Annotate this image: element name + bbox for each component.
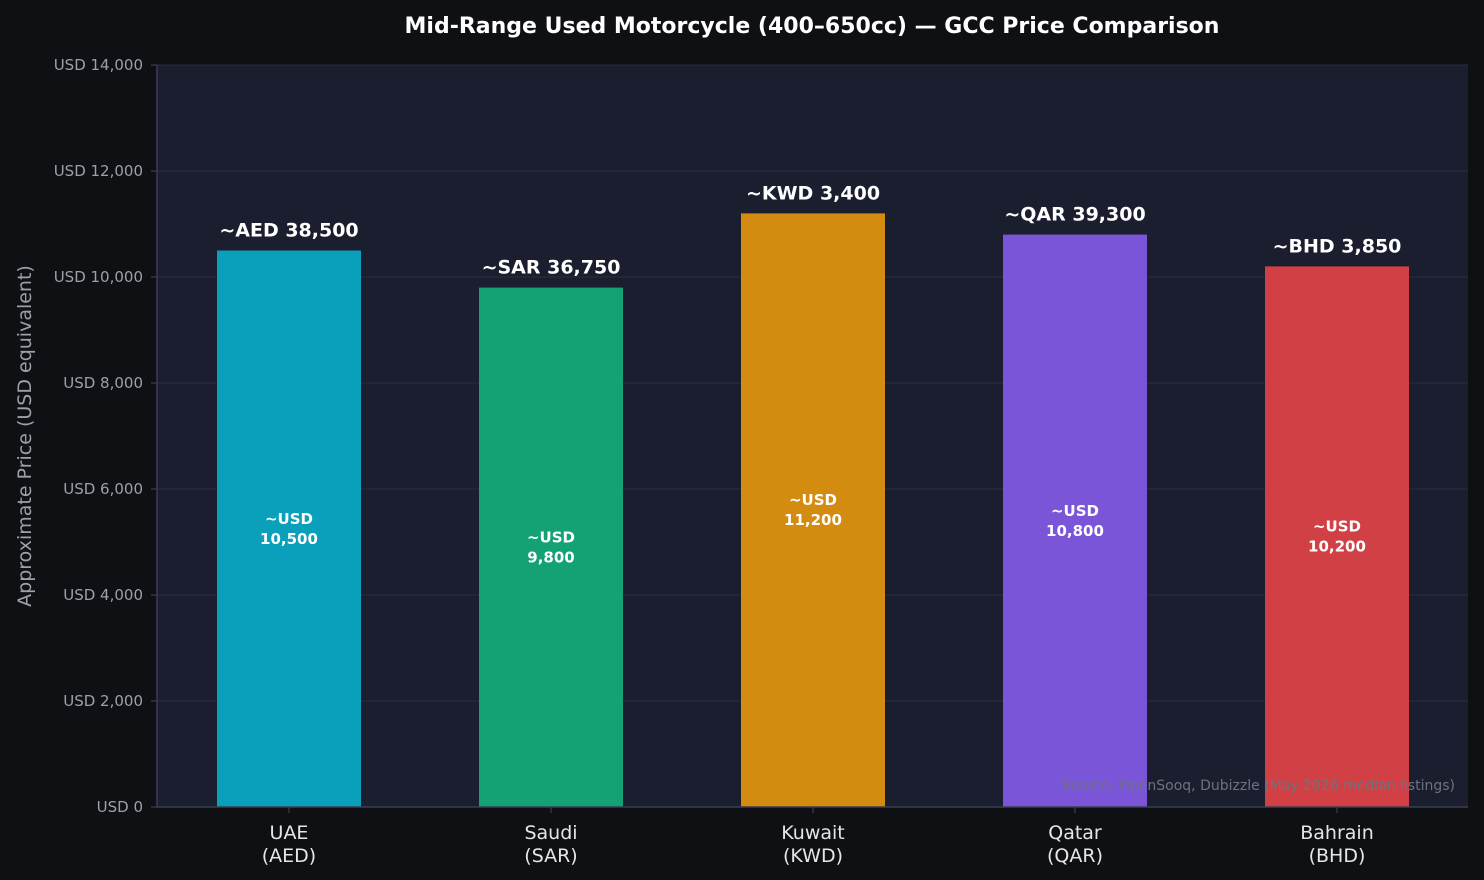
source-note: Source: OpenSooq, Dubizzle (May 2026 med… — [1062, 778, 1455, 794]
y-tick-label: USD 6,000 — [63, 480, 143, 498]
usd-value-label: ~USD — [1051, 502, 1099, 520]
y-tick-label: USD 2,000 — [63, 692, 143, 710]
chart-title: Mid-Range Used Motorcycle (400–650cc) — … — [405, 14, 1220, 39]
usd-value-number: 10,200 — [1308, 538, 1366, 556]
local-price-label: ~BHD 3,850 — [1273, 235, 1402, 257]
y-axis: USD 0 USD 2,000 USD 4,000 USD 6,000 USD 8,00… — [54, 56, 158, 816]
y-tick-label: USD 0 — [97, 798, 143, 816]
data-labels: ~AED 38,500 ~USD 10,500 ~SAR 36,750 ~USD 9,80… — [219, 182, 1401, 566]
y-tick-label: USD 14,000 — [54, 56, 143, 74]
usd-value-number: 10,500 — [260, 530, 318, 548]
local-price-label: ~KWD 3,400 — [746, 182, 880, 204]
usd-value-label: ~USD — [527, 528, 575, 546]
x-tick-label: Saudi — [524, 822, 577, 844]
x-tick-sublabel: (BHD) — [1309, 845, 1366, 867]
usd-value-label: ~USD — [265, 510, 313, 528]
bar — [1003, 234, 1147, 808]
usd-value-number: 11,200 — [784, 511, 842, 529]
x-tick-label: UAE — [270, 822, 309, 844]
y-tick-label: USD 12,000 — [54, 162, 143, 180]
bars — [217, 213, 1409, 808]
bar — [741, 213, 885, 807]
usd-value-number: 9,800 — [527, 548, 574, 566]
x-tick-sublabel: (KWD) — [783, 845, 843, 867]
y-axis-label: Approximate Price (USD equivalent) — [14, 265, 36, 607]
bar — [1265, 266, 1409, 807]
y-tick-label: USD 8,000 — [63, 374, 143, 392]
local-price-label: ~SAR 36,750 — [482, 257, 621, 279]
x-tick-label: Bahrain — [1300, 822, 1374, 844]
usd-value-label: ~USD — [1313, 518, 1361, 536]
x-axis: UAE(AED) Saudi(SAR) Kuwait(KWD) Qatar(QAR) B… — [157, 806, 1468, 867]
x-tick-sublabel: (QAR) — [1047, 845, 1103, 867]
bar — [479, 287, 623, 808]
usd-value-label: ~USD — [789, 491, 837, 509]
x-tick-sublabel: (SAR) — [524, 845, 577, 867]
x-tick-label: Kuwait — [781, 822, 844, 844]
x-tick-sublabel: (AED) — [262, 845, 316, 867]
x-tick-label: Qatar — [1048, 822, 1102, 844]
usd-value-number: 10,800 — [1046, 522, 1104, 540]
y-tick-label: USD 10,000 — [54, 268, 143, 286]
local-price-label: ~AED 38,500 — [219, 220, 358, 242]
local-price-label: ~QAR 39,300 — [1004, 204, 1145, 226]
bar — [217, 250, 361, 807]
y-tick-label: USD 4,000 — [63, 586, 143, 604]
